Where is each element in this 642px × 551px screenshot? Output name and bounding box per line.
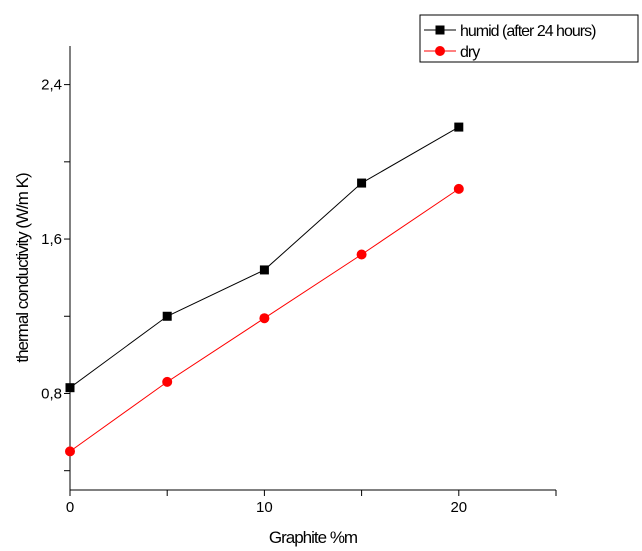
legend-label-humid: humid (after 24 hours) [460, 23, 596, 40]
data-point [65, 383, 75, 393]
x-tick-label: 20 [450, 499, 467, 516]
y-tick-label: 1,6 [41, 231, 62, 248]
data-point [259, 313, 270, 324]
legend: humid (after 24 hours) dry [419, 14, 639, 63]
data-point [65, 446, 75, 457]
x-axis-title: Graphite %m [269, 528, 358, 547]
legend-marker-humid [435, 25, 445, 35]
x-tick-label: 0 [66, 499, 74, 516]
legend-marker-dry [435, 46, 445, 56]
legend-label-dry: dry [460, 44, 480, 61]
data-point [453, 183, 464, 194]
data-point [357, 178, 367, 188]
data-point [356, 249, 367, 260]
data-point [162, 311, 172, 321]
data-point [259, 265, 269, 275]
data-point [162, 376, 173, 387]
y-axis-title: thermal conductivity (W/m K) [13, 173, 32, 363]
y-tick-label: 0,8 [41, 385, 62, 402]
x-axis-ticks: 0 10 20 [66, 490, 557, 516]
x-tick-label: 10 [256, 499, 273, 516]
chart-axes [69, 46, 556, 491]
y-axis-ticks: 0,8 1,6 2,4 [41, 77, 70, 472]
series-layer [65, 122, 464, 457]
legend-box [419, 14, 639, 63]
series-line [69, 126, 460, 389]
y-tick-label: 2,4 [41, 77, 62, 94]
data-point [454, 122, 464, 132]
